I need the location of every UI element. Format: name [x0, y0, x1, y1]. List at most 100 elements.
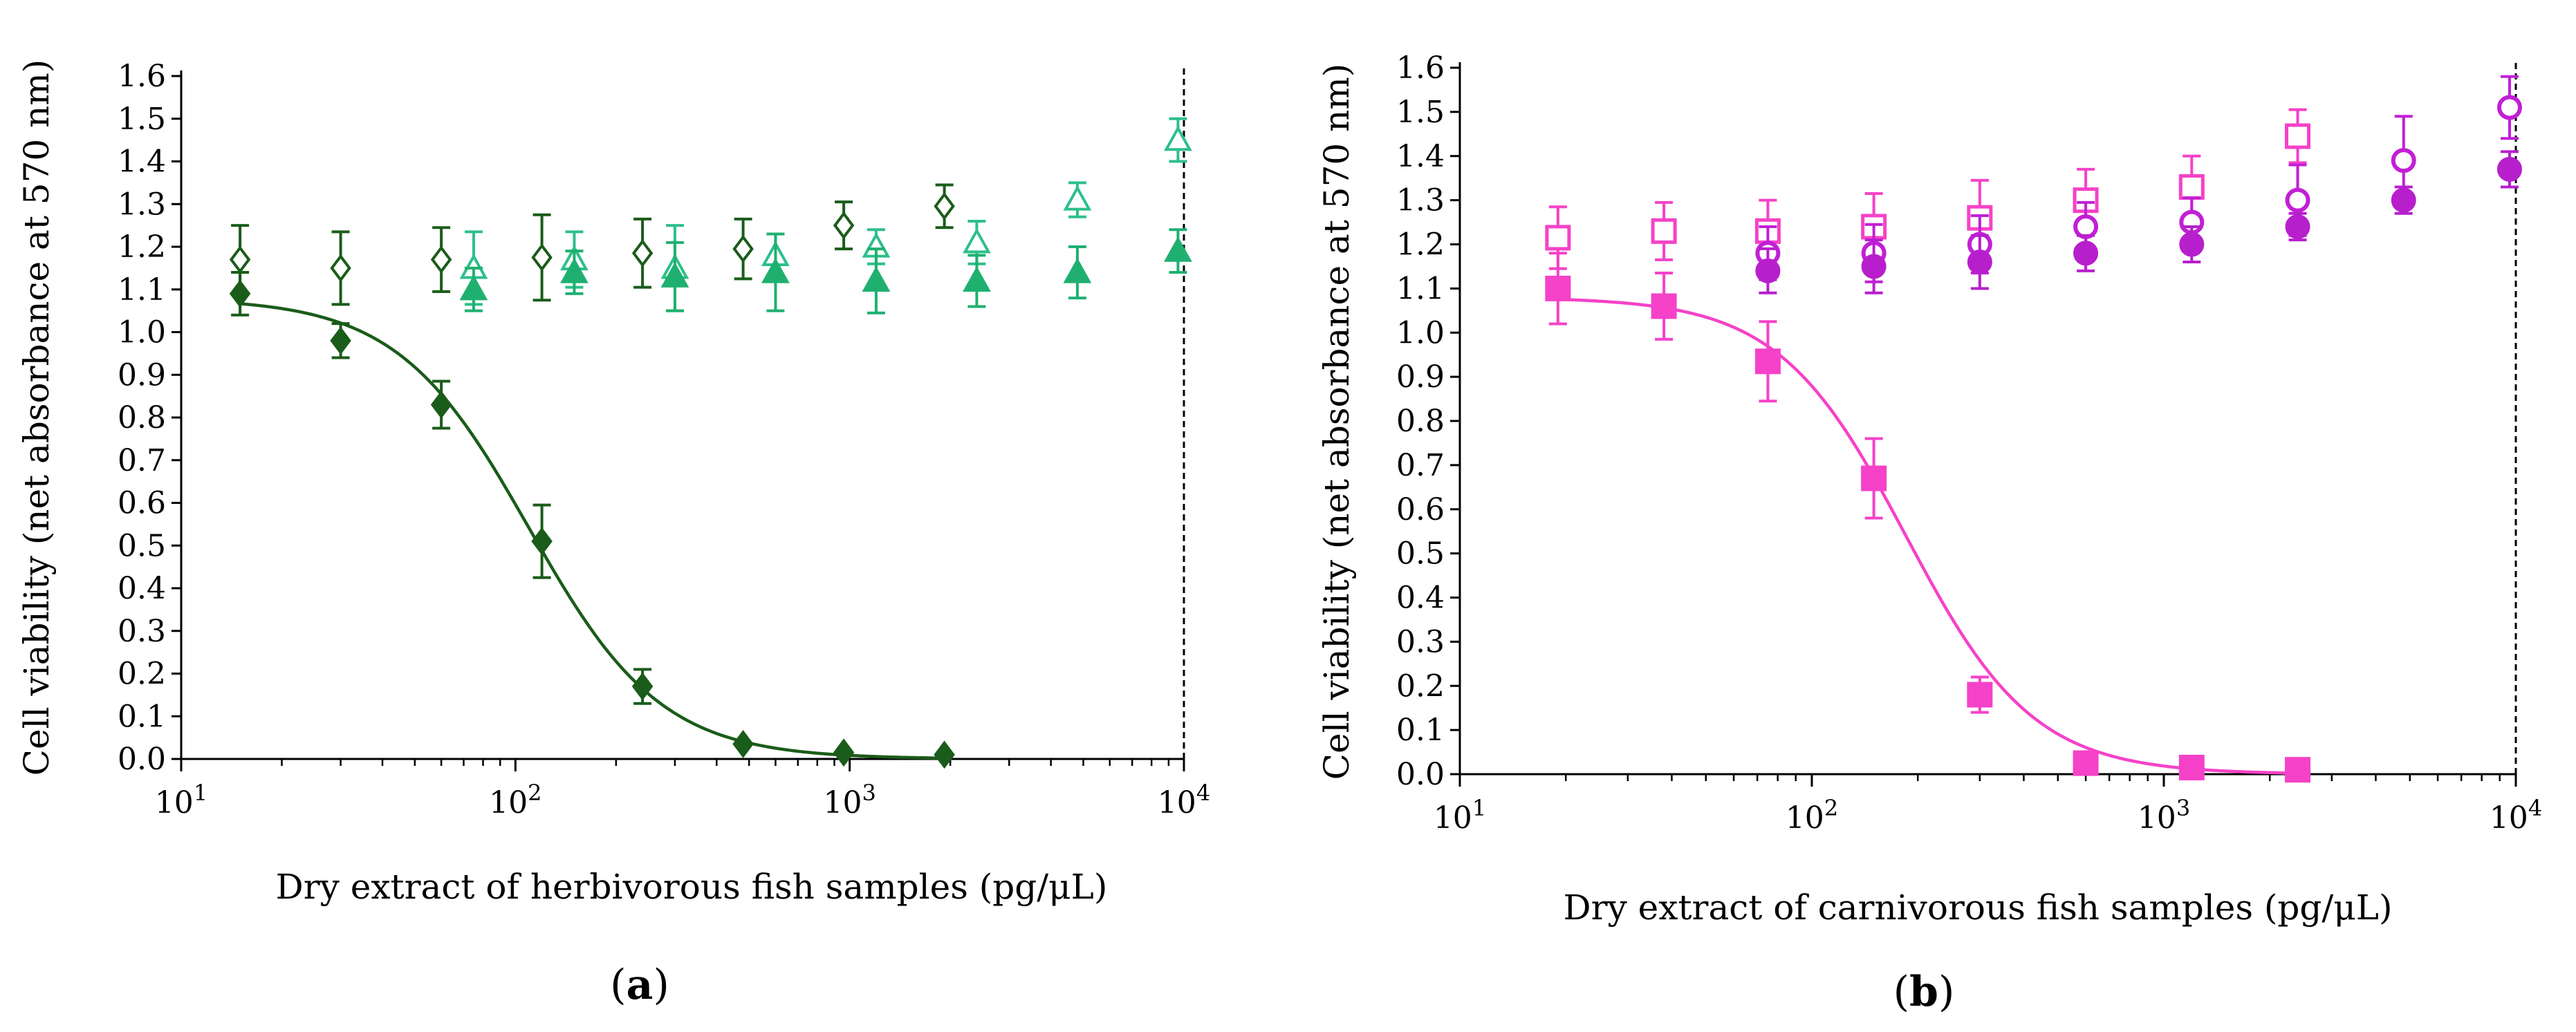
y-tick-label: 0.0	[118, 742, 166, 777]
y-tick-label: 0.9	[1396, 359, 1445, 395]
data-point	[2285, 123, 2311, 149]
x-axis-label: Dry extract of carnivorous fish samples …	[1564, 888, 2393, 928]
x-tick-label: 104	[1158, 780, 1210, 820]
y-tick-label: 0.6	[1396, 492, 1445, 527]
data-point	[660, 262, 689, 288]
data-point	[862, 266, 891, 292]
data-point	[1861, 465, 1887, 491]
data-point	[1164, 125, 1192, 151]
data-point	[330, 254, 351, 283]
series-circle-open	[1755, 75, 2522, 283]
series-triangle-filled	[459, 228, 1192, 315]
data-point	[2178, 173, 2205, 200]
y-tick-label: 0.1	[118, 699, 166, 734]
data-point	[2285, 757, 2311, 783]
data-point	[2073, 214, 2099, 239]
y-tick-label: 1.1	[118, 272, 166, 308]
series-circle-filled	[1755, 150, 2522, 294]
x-tick-label: 102	[1786, 795, 1838, 836]
x-tick-label: 102	[489, 780, 541, 820]
y-tick-label: 0.6	[118, 486, 166, 521]
data-point	[2179, 232, 2205, 257]
data-point	[430, 391, 452, 419]
y-tick-label: 0.9	[118, 357, 166, 393]
data-point	[2285, 214, 2310, 239]
y-tick-label: 1.1	[1396, 271, 1445, 306]
x-tick-label: 101	[155, 780, 207, 820]
data-point	[631, 672, 654, 701]
data-point	[459, 274, 488, 301]
data-point	[1063, 185, 1092, 211]
y-tick-label: 0.5	[118, 528, 166, 563]
y-tick-label: 0.7	[118, 443, 166, 478]
data-point	[2391, 187, 2416, 213]
data-point	[1967, 250, 1992, 275]
data-point	[1967, 682, 1993, 708]
y-tick-label: 0.3	[1396, 624, 1445, 659]
x-tick-label: 103	[2138, 795, 2190, 836]
data-point	[560, 257, 589, 283]
y-tick-label: 1.3	[118, 187, 166, 222]
data-point	[761, 257, 790, 283]
y-tick-label: 0.4	[1396, 581, 1445, 616]
y-tick-label: 0.2	[1396, 668, 1445, 704]
y-tick-label: 0.8	[1396, 404, 1445, 439]
x-tick-label: 103	[823, 780, 875, 820]
data-point	[2073, 241, 2099, 266]
data-point	[330, 326, 351, 355]
data-point	[934, 192, 955, 221]
y-tick-label: 1.3	[1396, 183, 1445, 218]
data-point	[531, 527, 553, 556]
data-point	[2496, 95, 2522, 120]
data-point	[1651, 218, 1677, 244]
data-point	[229, 245, 251, 274]
data-point	[833, 738, 855, 767]
data-point	[1545, 225, 1571, 251]
data-point	[833, 211, 855, 240]
y-tick-label: 1.6	[118, 59, 166, 94]
y-axis-label: Cell viability (net absorbance at 570 nm…	[17, 59, 57, 776]
data-point	[2496, 156, 2522, 182]
y-tick-label: 0.5	[1396, 536, 1445, 572]
panel-b: 0.0 0.1 0.2 0.3 0.4 0.5 0.6 0.7 0.8 0.9 1.0 1.1 1.2 1…	[1317, 50, 2542, 1016]
data-point	[1164, 236, 1192, 262]
data-point	[1861, 254, 1887, 279]
y-tick-label: 1.4	[118, 144, 166, 180]
data-point	[2178, 754, 2205, 780]
y-tick-label: 1.2	[118, 229, 166, 265]
data-point	[1651, 293, 1677, 319]
data-point	[2073, 750, 2099, 776]
data-point	[430, 245, 452, 274]
series-diamond-open	[229, 183, 955, 306]
y-tick-label: 0.1	[1396, 713, 1445, 748]
data-point	[1755, 258, 1781, 283]
data-point	[1545, 275, 1571, 301]
y-tick-label: 1.5	[118, 102, 166, 137]
y-axis-label: Cell viability (net absorbance at 570 nm…	[1317, 64, 1357, 780]
y-tick-label: 1.6	[1396, 50, 1445, 86]
data-point	[631, 238, 654, 268]
y-tick-label: 0.2	[118, 657, 166, 692]
y-tick-label: 1.0	[118, 315, 166, 350]
fit-curve	[239, 302, 945, 760]
data-point	[934, 740, 955, 769]
y-tick-label: 1.0	[1396, 315, 1445, 350]
x-tick-label: 101	[1434, 795, 1486, 836]
panel-label: (b)	[1893, 968, 1955, 1016]
y-tick-label: 1.4	[1396, 139, 1445, 174]
data-point	[531, 243, 553, 272]
y-tick-label: 1.5	[1396, 95, 1445, 130]
data-point	[963, 266, 991, 292]
data-point	[1063, 257, 1092, 283]
panel-label: (a)	[610, 961, 669, 1009]
y-tick-label: 0.8	[118, 400, 166, 435]
data-point	[732, 730, 754, 758]
data-point	[2391, 148, 2416, 173]
y-tick-label: 0.4	[118, 571, 166, 606]
data-point	[963, 227, 991, 254]
fit-curve	[1557, 297, 2298, 775]
panel-a: 0.0 0.1 0.2 0.3 0.4 0.5 0.6 0.7 0.8 0.9 1.0 1.1 1.2 1…	[17, 59, 1210, 1009]
data-point	[1754, 348, 1781, 375]
y-tick-label: 0.7	[1396, 448, 1445, 483]
